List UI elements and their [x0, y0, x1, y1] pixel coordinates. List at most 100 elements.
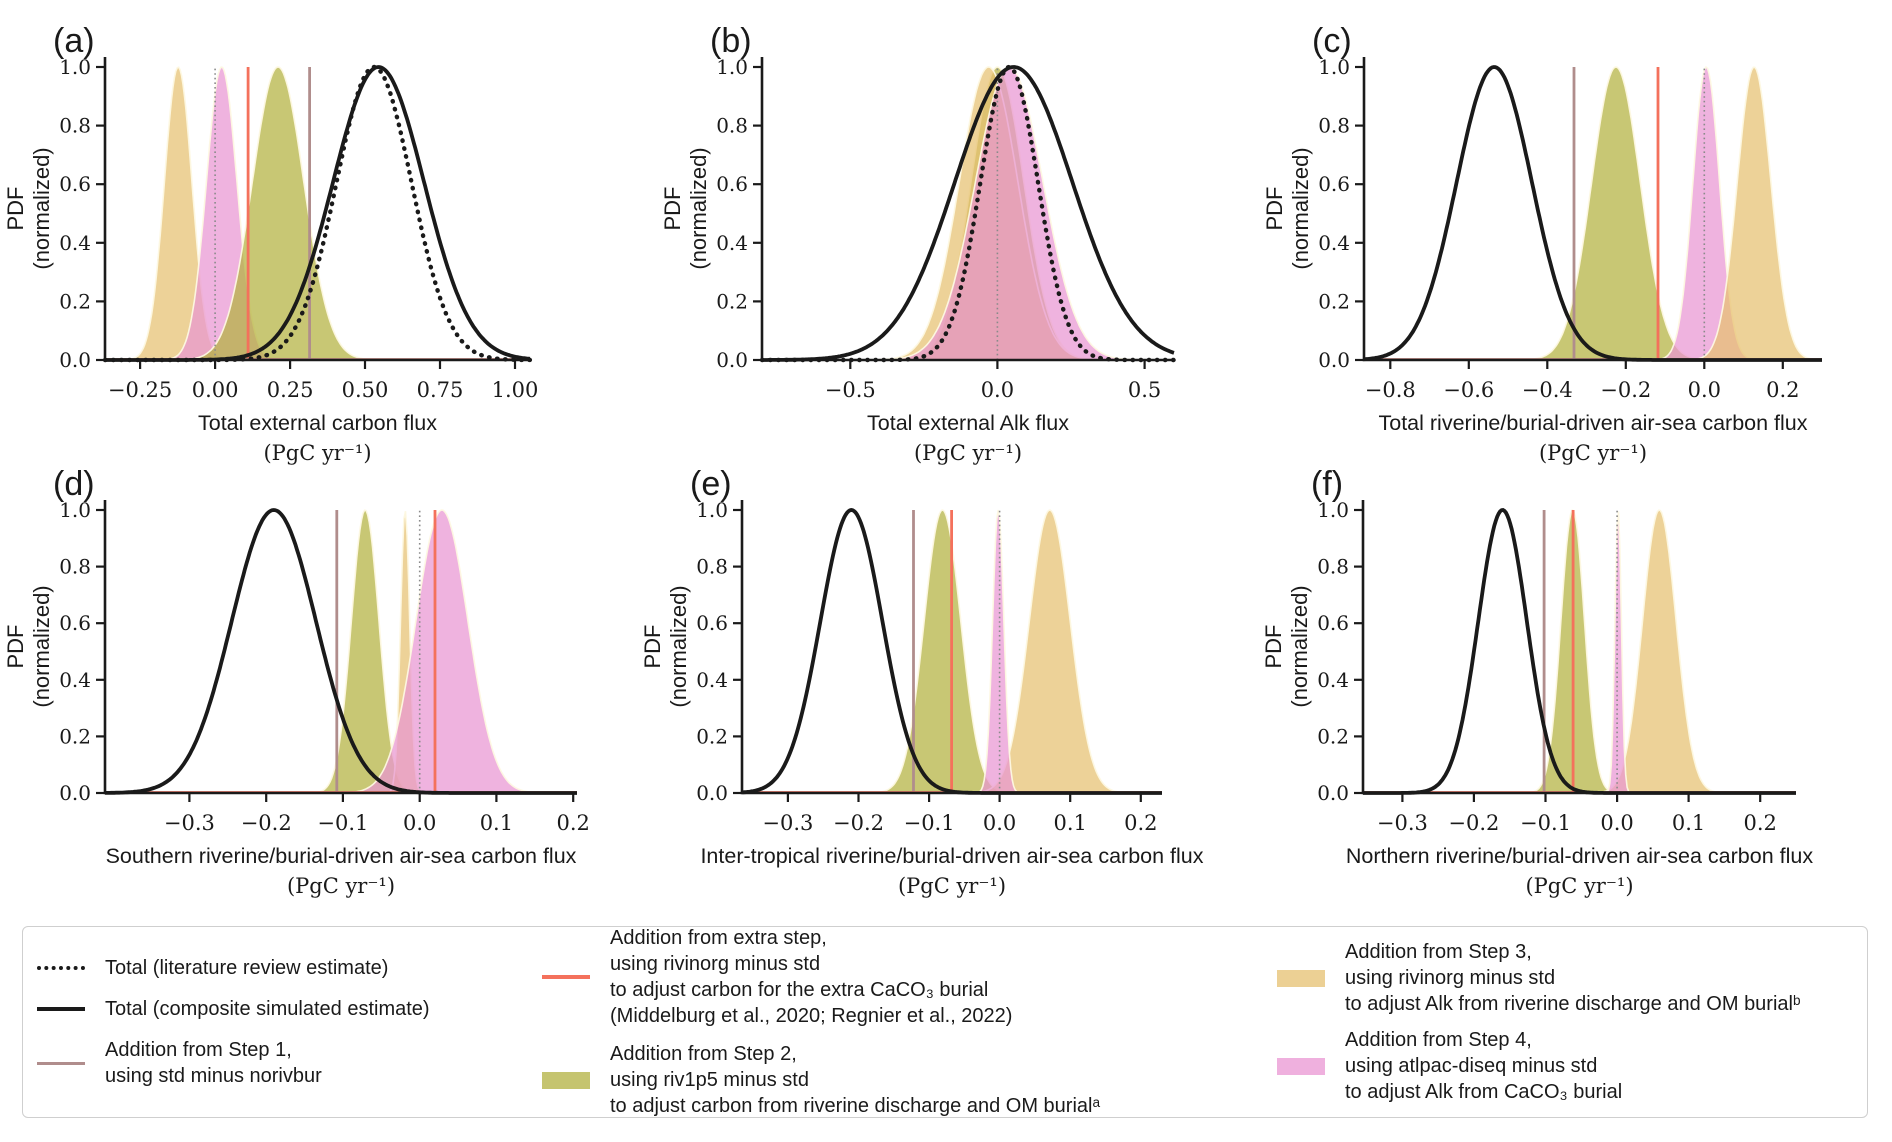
olive-patch-swatch-icon — [542, 1071, 590, 1089]
y-tick-label: 0.2 — [59, 289, 91, 313]
step3-alk-riverine-om-burial-edge — [1363, 509, 1796, 794]
panel-label-b: (b) — [710, 22, 752, 60]
x-axis-label: Southern riverine/burial-driven air-sea … — [106, 844, 577, 868]
legend-label: Addition from extra step, using rivinorg… — [610, 927, 1013, 1027]
x-tick-label: 0.0 — [403, 811, 436, 835]
y-axis-label-sub: (normalized) — [1287, 585, 1312, 707]
legend-column-3: Addition from Step 3, using rivinorg min… — [1277, 939, 1857, 1105]
x-tick-label: 0.00 — [192, 378, 239, 402]
step3-alk-riverine-om-burial-fill — [105, 67, 530, 360]
y-tick-label: 1.0 — [1317, 498, 1349, 522]
y-axis-label-sub: (normalized) — [29, 585, 54, 707]
y-tick-label: 1.0 — [696, 498, 728, 522]
x-axis-label: Northern riverine/burial-driven air-sea … — [1346, 844, 1813, 868]
step2-carbon-riverine-om-burial-edge — [1364, 66, 1822, 361]
y-tick-label: 1.0 — [59, 55, 91, 79]
tan-patch-swatch-icon — [1277, 969, 1325, 987]
x-tick-label: −0.25 — [108, 378, 172, 402]
solid-line-swatch-icon — [37, 1007, 85, 1011]
y-tick-label: 0.6 — [696, 611, 728, 635]
y-tick-label: 0.6 — [59, 611, 91, 635]
step2-carbon-riverine-om-burial-fill — [105, 510, 577, 793]
step3-alk-riverine-om-burial-fill — [105, 511, 577, 793]
y-axis-label: PDF — [642, 625, 665, 669]
total-composite-simulated-curve — [1363, 508, 1796, 795]
x-tick-label: 0.50 — [342, 378, 389, 402]
legend-entry-step3: Addition from Step 3, using rivinorg min… — [1277, 939, 1857, 1017]
total-composite-simulated-curve — [105, 65, 531, 362]
salmon-line-swatch-icon — [542, 975, 590, 979]
subplot-a: 0.0 0.2 0.4 0.6 0.8 1.0 −0.25 0.00 0.25 0.50 0.75 1… — [5, 22, 539, 465]
y-tick-label: 0.2 — [716, 289, 748, 313]
step4-alk-caco3-burial-edge — [742, 509, 1162, 794]
x-axis-unit-label: (PgC yr⁻¹) — [1539, 441, 1647, 465]
y-axis-label-sub: (normalized) — [686, 147, 711, 269]
x-axis-label: Total external Alk flux — [867, 411, 1069, 435]
y-tick-label: 0.4 — [696, 668, 728, 692]
total-composite-simulated-curve — [741, 508, 1162, 795]
x-tick-label: −0.1 — [1520, 811, 1571, 835]
subplot-f: 0.00.20.40.60.81.0−0.3 −0.2 −0.1 0.0 0.1 0.2(… — [1263, 465, 1813, 898]
legend-entry-step2: Addition from Step 2, using riv1p5 minus… — [542, 1041, 1277, 1119]
step4-alk-caco3-burial-edge — [105, 66, 530, 361]
y-tick-label: 0.6 — [1318, 172, 1350, 196]
legend-column-1: Total (literature review estimate) Total… — [37, 955, 542, 1089]
legend-label: Addition from Step 1, using std minus no… — [105, 1039, 322, 1087]
panel-label-a: (a) — [53, 22, 95, 60]
y-tick-label: 0.4 — [59, 668, 91, 692]
x-tick-label: 0.0 — [1600, 811, 1633, 835]
step2-carbon-riverine-om-burial-fill — [105, 67, 530, 360]
step2-carbon-riverine-om-burial-edge — [1363, 509, 1796, 794]
x-tick-label: 0.2 — [1743, 811, 1776, 835]
y-tick-label: 0.0 — [1318, 348, 1350, 372]
y-tick-label: 0.2 — [1318, 289, 1350, 313]
total-composite-simulated-curve — [1363, 65, 1822, 362]
y-tick-label: 0.0 — [1317, 781, 1349, 805]
y-tick-label: 1.0 — [1318, 55, 1350, 79]
step4-alk-caco3-burial-fill — [1363, 511, 1796, 793]
step3-alk-riverine-om-burial-fill — [1363, 510, 1796, 793]
y-tick-label: 0.2 — [59, 724, 91, 748]
x-tick-label: −0.6 — [1443, 378, 1494, 402]
y-tick-label: 0.0 — [59, 781, 91, 805]
step4-alk-caco3-burial-edge — [105, 509, 577, 794]
legend-label: Addition from Step 3, using rivinorg min… — [1345, 941, 1801, 1015]
x-axis-label: Total external carbon flux — [198, 411, 437, 435]
subplot-d: 0.00.20.40.60.81.0−0.3 −0.2 −0.1 0.0 0.1 0.2(… — [5, 465, 590, 898]
y-axis-label: PDF — [662, 187, 685, 231]
total-composite-simulated-curve — [105, 508, 577, 795]
x-tick-label: 0.1 — [1672, 811, 1705, 835]
x-tick-label: −0.1 — [904, 811, 955, 835]
panel-label-c: (c) — [1312, 22, 1352, 60]
legend-entry-total-simulated: Total (composite simulated estimate) — [37, 996, 542, 1022]
y-tick-label: 0.2 — [1317, 724, 1349, 748]
y-tick-label: 0.8 — [1317, 555, 1349, 579]
x-tick-label: 0.1 — [480, 811, 513, 835]
y-tick-label: 0.8 — [59, 555, 91, 579]
step2-carbon-riverine-om-burial-edge — [742, 509, 1162, 794]
x-tick-label: 0.2 — [556, 811, 589, 835]
step4-alk-caco3-burial-fill — [742, 510, 1162, 793]
x-tick-label: −0.4 — [1522, 378, 1573, 402]
x-tick-label: 0.1 — [1053, 811, 1086, 835]
y-axis-label: PDF — [5, 187, 28, 231]
y-tick-label: 0.8 — [716, 114, 748, 138]
step4-alk-caco3-burial-fill — [762, 67, 1174, 360]
step4-alk-caco3-burial-fill — [105, 510, 577, 793]
dotted-line-swatch-icon — [37, 966, 85, 970]
y-tick-label: 0.4 — [716, 231, 748, 255]
legend-box: Total (literature review estimate) Total… — [22, 926, 1868, 1118]
legend-entry-step4: Addition from Step 4, using atlpac-diseq… — [1277, 1027, 1857, 1105]
subplot-b: 0.0 0.2 0.4 0.6 0.8 1.0 −0.5 0.0 0.5 (b) PDF (norma… — [662, 22, 1177, 465]
y-tick-label: 0.0 — [716, 348, 748, 372]
step2-carbon-riverine-om-burial-edge — [105, 509, 577, 794]
step2-carbon-riverine-om-burial-edge — [105, 66, 530, 361]
step3-alk-riverine-om-burial-edge — [105, 66, 530, 361]
x-tick-label: 1.00 — [492, 378, 539, 402]
legend-entry-extra-step: Addition from extra step, using rivinorg… — [542, 925, 1277, 1029]
step2-carbon-riverine-om-burial-fill — [1364, 67, 1822, 360]
y-tick-label: 0.0 — [59, 348, 91, 372]
x-axis-unit-label: (PgC yr⁻¹) — [914, 441, 1022, 465]
legend-entry-step1: Addition from Step 1, using std minus no… — [37, 1037, 542, 1089]
